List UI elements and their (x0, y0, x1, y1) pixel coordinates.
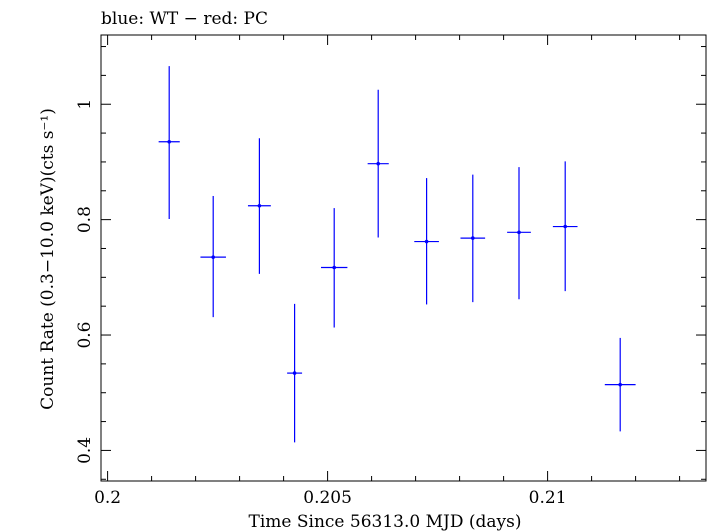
data-marker (471, 236, 475, 240)
data-point (200, 195, 226, 318)
y-tick-label: 1 (75, 99, 95, 110)
x-tick-label: 0.205 (303, 488, 352, 508)
data-marker (517, 230, 521, 235)
plot-frame (100, 34, 707, 482)
data-point (367, 89, 389, 238)
y-tick-label: 0.8 (75, 206, 95, 233)
data-point (604, 337, 636, 432)
data-marker (211, 255, 215, 259)
data-marker (167, 139, 171, 144)
data-point (460, 174, 486, 303)
data-point (552, 161, 578, 292)
axes: 0.2 0.205 0.21 0.4 0.6 0.8 1 (75, 35, 706, 508)
x-tick-label: 0.2 (94, 488, 121, 508)
chart-title: blue: WT − red: PC (101, 9, 268, 29)
data-marker (292, 371, 297, 375)
data-marker (257, 203, 262, 208)
data-marker (563, 224, 567, 229)
data-point (507, 167, 531, 300)
data-point (414, 178, 439, 305)
x-axis-label: Time Since 56313.0 MJD (days) (249, 512, 522, 532)
data-point (247, 138, 271, 274)
data-point (158, 66, 180, 220)
data-point (321, 208, 348, 328)
x-tick-label: 0.21 (529, 488, 567, 508)
data-marker (332, 265, 337, 270)
data-marker (376, 161, 381, 166)
data-point (287, 303, 303, 443)
data-marker (424, 239, 429, 244)
y-tick-label: 0.4 (75, 437, 95, 464)
data-series (158, 66, 636, 443)
data-marker (618, 382, 622, 387)
y-tick-label: 0.6 (75, 322, 95, 349)
y-axis-label: Count Rate (0.3−10.0 keV)(cts s⁻¹) (38, 108, 58, 410)
